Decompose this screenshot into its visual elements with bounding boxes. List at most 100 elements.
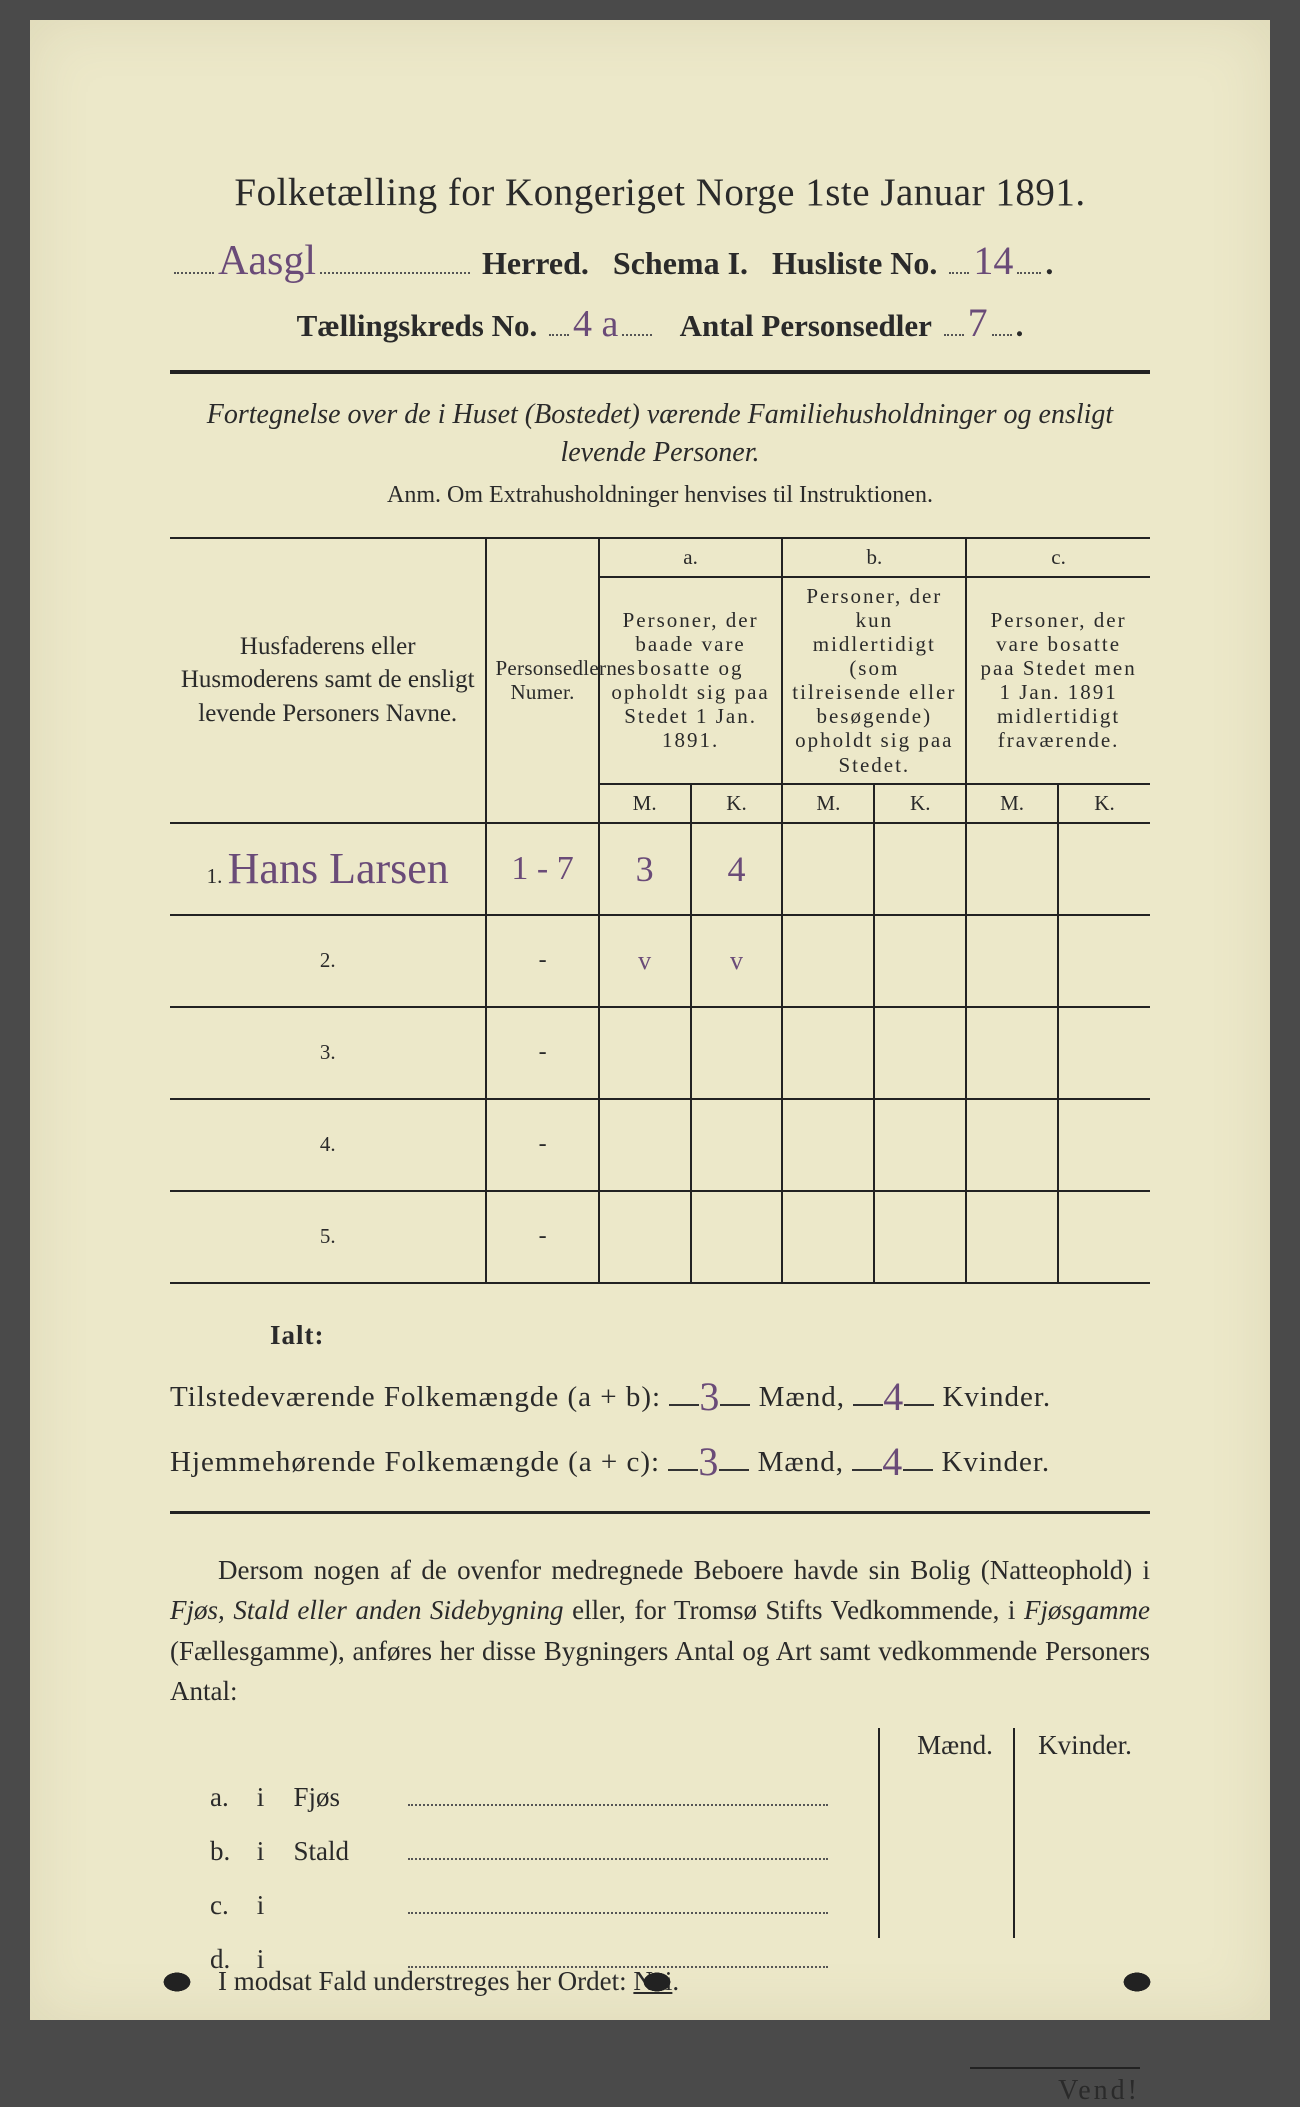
row-value-cell — [874, 1191, 966, 1283]
th-c-k: K. — [1058, 784, 1150, 823]
row-value-cell: v — [599, 915, 691, 1007]
th-c-letter: c. — [966, 538, 1150, 577]
home-m-hw: 3 — [698, 1438, 719, 1485]
row-num-cell: - — [486, 1191, 598, 1283]
punch-hole-icon — [160, 1970, 194, 1994]
row-value-cell — [1058, 915, 1150, 1007]
row-value-cell — [599, 1007, 691, 1099]
th-c-m: M. — [966, 784, 1058, 823]
anm-note: Anm. Om Extrahusholdninger henvises til … — [170, 482, 1150, 509]
row-value-cell: 3 — [599, 823, 691, 915]
vend-block: Vend! — [170, 2067, 1150, 2107]
kreds-no-handwritten: 4 a — [573, 302, 618, 346]
page-title: Folketælling for Kongeriget Norge 1ste J… — [170, 170, 1150, 215]
dersom-paragraph: Dersom nogen af de ovenfor medregnede Be… — [170, 1550, 1150, 1712]
antal-handwritten: 7 — [968, 299, 988, 346]
ialt-label: Ialt: — [270, 1320, 1150, 1351]
th-a-k: K. — [691, 784, 783, 823]
row-value-cell — [691, 1099, 783, 1191]
rule-2 — [170, 1511, 1150, 1514]
building-list: Mænd.Kvinder. a. i Fjøsb. i Staldc. i d.… — [170, 1736, 1150, 1956]
building-row: b. i Stald — [210, 1824, 850, 1878]
row-num-cell: 1 - 7 — [486, 823, 598, 915]
row-value-cell — [1058, 1099, 1150, 1191]
header-line-herred: Aasgl Herred. Schema I. Husliste No. 14. — [170, 237, 1150, 285]
vend-label: Vend! — [1058, 2075, 1140, 2106]
row-value-cell — [966, 915, 1058, 1007]
row-num-cell: - — [486, 1007, 598, 1099]
row-value-cell — [1058, 823, 1150, 915]
row-value-cell — [782, 823, 874, 915]
row-value-cell — [782, 915, 874, 1007]
household-table: Husfaderens eller Husmoderens samt de en… — [170, 537, 1150, 1284]
row-value-cell — [691, 1191, 783, 1283]
row-name-cell: 2. — [170, 915, 486, 1007]
th-b-m: M. — [782, 784, 874, 823]
schema-label: Schema I. — [613, 245, 748, 281]
row-num-cell: - — [486, 915, 598, 1007]
th-b-k: K. — [874, 784, 966, 823]
th-a-m: M. — [599, 784, 691, 823]
row-name-cell: 5. — [170, 1191, 486, 1283]
row-value-cell — [691, 1007, 783, 1099]
header-line-kreds: Tællingskreds No. 4 a Antal Personsedler… — [170, 299, 1150, 346]
content-area: Folketælling for Kongeriget Norge 1ste J… — [170, 170, 1150, 2107]
row-name-cell: 4. — [170, 1099, 486, 1191]
vend-rule — [970, 2067, 1140, 2069]
rule-1 — [170, 370, 1150, 374]
sum-home: Hjemmehørende Folkemængde (a + c): 3 Mæn… — [170, 1434, 1150, 1481]
row-value-cell — [1058, 1007, 1150, 1099]
sum-present: Tilstedeværende Folkemængde (a + b): 3 M… — [170, 1369, 1150, 1416]
building-row: a. i Fjøs — [210, 1770, 850, 1824]
row-value-cell — [599, 1191, 691, 1283]
row-value-cell — [874, 1007, 966, 1099]
row-value-cell — [966, 1099, 1058, 1191]
page: Folketælling for Kongeriget Norge 1ste J… — [0, 0, 1300, 2048]
row-value-cell: 4 — [691, 823, 783, 915]
row-num-cell: - — [486, 1099, 598, 1191]
row-value-cell — [966, 1007, 1058, 1099]
row-name-cell: 1. Hans Larsen — [170, 823, 486, 915]
row-value-cell — [782, 1191, 874, 1283]
row-value-cell — [966, 823, 1058, 915]
table-row: 4. - — [170, 1099, 1150, 1191]
herred-label: Herred. — [482, 245, 589, 281]
punch-hole-icon — [640, 1970, 674, 1994]
punch-hole-icon — [1120, 1970, 1154, 1994]
th-name: Husfaderens eller Husmoderens samt de en… — [170, 538, 486, 823]
subtitle: Fortegnelse over de i Huset (Bostedet) v… — [170, 396, 1150, 472]
row-value-cell — [782, 1099, 874, 1191]
table-row: 1. Hans Larsen1 - 734 — [170, 823, 1150, 915]
home-k-hw: 4 — [882, 1438, 903, 1485]
present-m-hw: 3 — [699, 1373, 720, 1420]
table-row: 5. - — [170, 1191, 1150, 1283]
row-name-handwritten: Hans Larsen — [228, 847, 449, 891]
row-value-cell — [1058, 1191, 1150, 1283]
row-value-cell — [874, 915, 966, 1007]
table-row: 3. - — [170, 1007, 1150, 1099]
mkv-header: Mænd.Kvinder. — [890, 1730, 1150, 1761]
row-value-cell — [599, 1099, 691, 1191]
paper-sheet: Folketælling for Kongeriget Norge 1ste J… — [30, 20, 1270, 2020]
row-value-cell — [874, 1099, 966, 1191]
th-b-desc: Personer, der kun midlertidigt (som tilr… — [782, 577, 966, 784]
th-num: Personsedlernes Numer. — [486, 538, 598, 823]
row-value-cell — [782, 1007, 874, 1099]
husliste-no-handwritten: 14 — [973, 237, 1013, 284]
building-row: c. i — [210, 1878, 850, 1932]
th-c-desc: Personer, der vare bosatte paa Stedet me… — [966, 577, 1150, 784]
table-row: 2. -vv — [170, 915, 1150, 1007]
present-k-hw: 4 — [883, 1373, 904, 1420]
row-value-cell — [874, 823, 966, 915]
husliste-label: Husliste No. — [772, 245, 937, 281]
th-a-desc: Personer, der baade vare bosatte og opho… — [599, 577, 783, 784]
herred-handwritten: Aasgl — [218, 237, 316, 285]
row-value-cell — [966, 1191, 1058, 1283]
row-value-cell: v — [691, 915, 783, 1007]
antal-label: Antal Personsedler — [680, 308, 932, 343]
mkv-rule-2 — [1013, 1728, 1015, 1938]
th-a-letter: a. — [599, 538, 783, 577]
row-name-cell: 3. — [170, 1007, 486, 1099]
mkv-rule-1 — [878, 1728, 880, 1938]
kreds-label: Tællingskreds No. — [297, 308, 538, 343]
